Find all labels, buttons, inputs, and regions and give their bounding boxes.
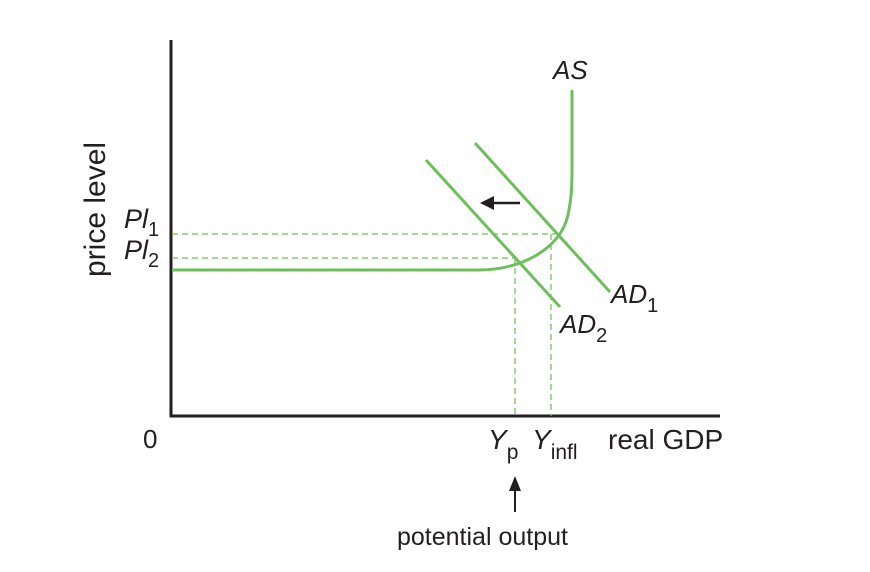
yinfl-label: Yinfl [532,424,578,464]
ad2-label: AD2 [558,309,607,347]
leftward-arrow-icon [480,196,520,210]
x-axis-label: real GDP [608,424,723,455]
origin-label: 0 [143,424,157,454]
y-axis-label: price level [79,142,112,277]
ad1-curve [473,141,612,294]
ad2-curve [424,158,562,309]
potential-output-label: potential output [397,523,568,551]
yp-label: Yp [488,424,518,464]
up-arrow-icon [509,476,521,512]
ad1-label: AD1 [609,279,658,317]
pl2-label: Pl2 [124,235,159,272]
as-curve [172,90,574,272]
pl1-label: Pl1 [124,204,159,241]
as-label: AS [551,55,588,85]
